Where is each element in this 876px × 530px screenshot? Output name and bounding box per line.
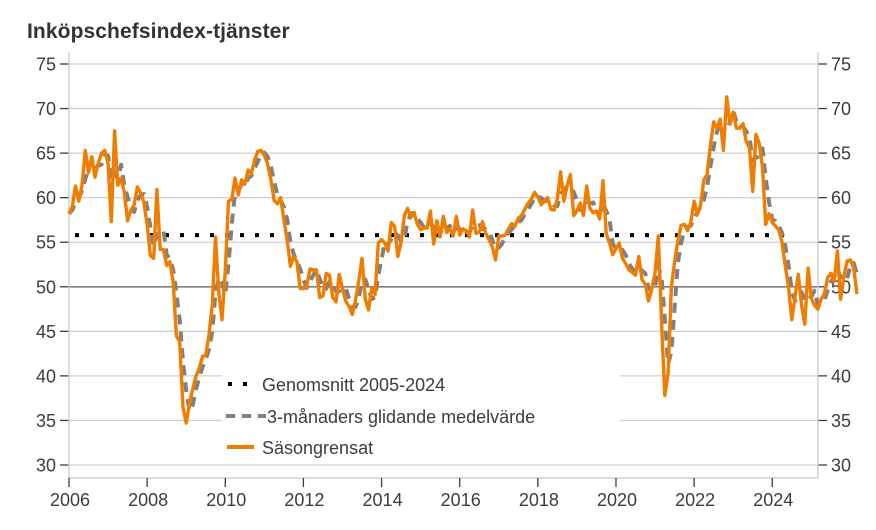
y-tick-label-right: 70	[831, 99, 851, 119]
y-tick-label-left: 55	[36, 233, 56, 253]
seasonally-adjusted-line	[67, 95, 859, 425]
y-tick-label-left: 70	[36, 99, 56, 119]
x-tick-label: 2008	[128, 490, 168, 510]
legend-label-seasonally-adjusted: Säsongrensat	[262, 438, 373, 458]
x-tick-label: 2024	[753, 490, 793, 510]
x-tick-label: 2018	[519, 490, 559, 510]
y-tick-label-right: 45	[831, 322, 851, 342]
x-tick-label: 2014	[363, 490, 403, 510]
y-tick-label-right: 35	[831, 411, 851, 431]
y-tick-label-left: 65	[36, 144, 56, 164]
gridlines	[69, 63, 818, 466]
y-tick-label-right: 55	[831, 233, 851, 253]
y-tick-label-right: 65	[831, 144, 851, 164]
y-tick-label-left: 40	[36, 366, 56, 386]
legend-item-moving-average: 3-månaders glidande medelvärde	[226, 407, 535, 427]
x-tick-label: 2006	[50, 490, 90, 510]
y-tick-label-right: 60	[831, 188, 851, 208]
legend-item-average: Genomsnitt 2005-2024	[228, 375, 445, 395]
x-tick-label: 2020	[597, 490, 637, 510]
legend-background	[222, 368, 620, 464]
y-tick-label-left: 30	[36, 456, 56, 476]
y-tick-label-right: 30	[831, 456, 851, 476]
x-tick-label: 2016	[441, 490, 481, 510]
series	[67, 95, 859, 425]
y-tick-label-left: 60	[36, 188, 56, 208]
x-tick-label: 2010	[206, 490, 246, 510]
y-tick-label-left: 35	[36, 411, 56, 431]
y-tick-label-right: 75	[831, 55, 851, 75]
y-tick-label-right: 40	[831, 366, 851, 386]
legend-item-seasonally-adjusted: Säsongrensat	[227, 438, 373, 458]
legend: Genomsnitt 2005-2024 3-månaders glidande…	[222, 368, 620, 464]
legend-label-moving-average: 3-månaders glidande medelvärde	[267, 407, 535, 427]
legend-label-average: Genomsnitt 2005-2024	[262, 375, 445, 395]
moving-average-line	[67, 109, 859, 413]
x-tick-label: 2012	[284, 490, 324, 510]
y-tick-label-left: 50	[36, 277, 56, 297]
chart-title: Inköpschefsindex-tjänster	[27, 20, 290, 43]
y-tick-label-left: 75	[36, 55, 56, 75]
y-tick-label-left: 45	[36, 322, 56, 342]
x-tick-label: 2022	[675, 490, 715, 510]
